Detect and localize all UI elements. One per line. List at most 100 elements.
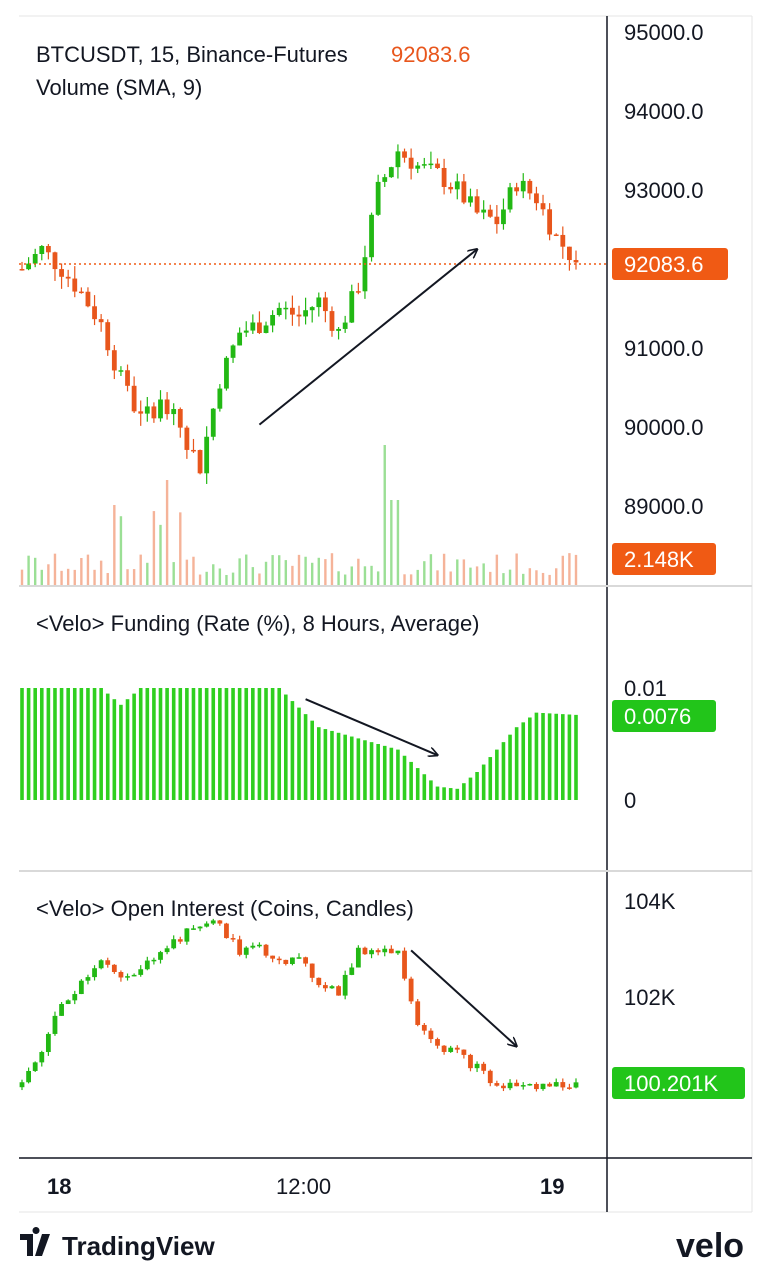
price-candle (527, 180, 533, 194)
price-candle (118, 370, 124, 372)
volume-bar (245, 554, 248, 585)
volume-tag-text: 2.148K (624, 547, 694, 572)
funding-bar (72, 688, 77, 800)
volume-bar (403, 574, 406, 585)
oi-candle (197, 926, 203, 929)
funding-bar (66, 688, 70, 800)
price-candle (290, 307, 295, 315)
time-axis: 18 12:00 19 (47, 1174, 564, 1199)
oi-candle (402, 950, 407, 979)
volume-bar (27, 555, 30, 585)
velo-wordmark: velo (676, 1227, 744, 1265)
funding-bar (270, 688, 275, 800)
price-candle (276, 307, 282, 316)
funding-bar (462, 783, 466, 800)
funding-bar (356, 738, 361, 800)
volume-bar (93, 569, 96, 585)
volume-bar (456, 559, 459, 585)
price-candle (454, 181, 460, 190)
oi-title: <Velo> Open Interest (Coins, Candles) (36, 896, 414, 921)
oi-tick: 102K (624, 985, 676, 1010)
funding-bar (218, 688, 222, 800)
funding-bar (409, 761, 413, 800)
funding-bar (290, 701, 295, 800)
volume-bar (185, 559, 189, 585)
price-candle (388, 167, 394, 178)
funding-bar (39, 688, 44, 800)
oi-candle (85, 977, 91, 981)
funding-bar (547, 713, 552, 800)
funding-bar (145, 688, 150, 800)
volume-bar (238, 558, 241, 585)
oi-candle (125, 976, 130, 978)
oi-candle (210, 920, 216, 924)
price-candle (210, 408, 216, 437)
funding-bar (257, 688, 262, 800)
oi-candle (428, 1030, 434, 1040)
oi-candle (290, 957, 295, 964)
oi-candle (514, 1082, 520, 1087)
oi-candle (520, 1085, 526, 1087)
oi-candle (415, 1001, 421, 1025)
oi-candle (336, 986, 341, 996)
volume-bar (33, 557, 37, 585)
price-candle (435, 163, 440, 168)
funding-bar (481, 764, 486, 800)
funding-bar (561, 714, 565, 800)
funding-bar (284, 694, 288, 800)
funding-bar (125, 699, 130, 800)
volume-bar (535, 570, 538, 585)
funding-bar (514, 727, 519, 800)
oi-candle (395, 950, 401, 954)
volume-bar (423, 561, 426, 585)
funding-bar (112, 699, 117, 800)
volume-bar (548, 574, 551, 585)
oi-candle (547, 1083, 553, 1087)
price-candle (217, 388, 223, 409)
price-candle (39, 246, 45, 254)
price-candle (349, 291, 355, 323)
funding-bar (369, 742, 374, 800)
funding-bar (303, 714, 308, 800)
funding-trend-arrow (305, 698, 438, 755)
volume-bar (475, 566, 479, 585)
volume-bar (469, 567, 472, 585)
funding-bar (316, 727, 321, 800)
price-candle (98, 319, 104, 323)
volume-bar (429, 554, 433, 585)
tradingview-wordmark: TradingView (62, 1231, 215, 1261)
price-candle (92, 306, 97, 320)
oi-candle (448, 1047, 454, 1052)
price-candle (415, 165, 421, 169)
volume-bar (73, 569, 76, 585)
last-price-label: 92083.6 (391, 42, 471, 67)
price-candle (19, 269, 25, 271)
volume-bar (20, 569, 24, 585)
oi-candle (567, 1087, 572, 1089)
oi-candle (468, 1054, 473, 1069)
volume-bar (390, 500, 393, 585)
funding-bar (185, 688, 189, 800)
oi-candle (481, 1063, 487, 1071)
funding-bar (53, 688, 57, 800)
volume-bar (264, 561, 268, 585)
price-candle (131, 385, 137, 412)
volume-bar (495, 554, 499, 585)
funding-bar (382, 745, 387, 800)
oi-candle (329, 986, 335, 989)
funding-bar (567, 714, 572, 800)
funding-bar (237, 688, 242, 800)
price-candle (52, 252, 58, 270)
price-candle (138, 411, 144, 414)
volume-bar (40, 569, 43, 585)
oi-candle (164, 948, 170, 953)
funding-tick: 0.01 (624, 676, 667, 701)
funding-bar (534, 712, 539, 800)
funding-tick: 0 (624, 788, 636, 813)
oi-candle (382, 948, 388, 953)
oi-candle (131, 974, 137, 977)
oi-candle (250, 945, 256, 948)
volume-bar (152, 511, 156, 585)
funding-bar (277, 688, 282, 800)
funding-bar (455, 788, 460, 800)
